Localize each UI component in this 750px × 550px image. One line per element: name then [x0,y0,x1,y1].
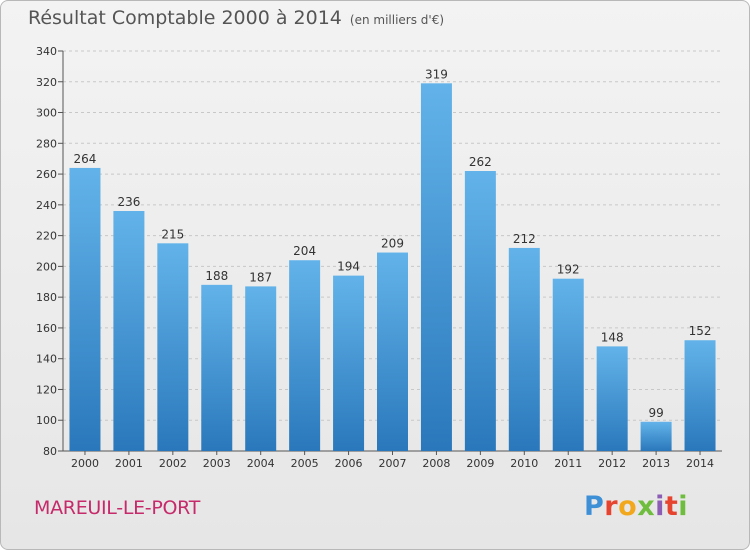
x-tick-label-2009: 2009 [466,457,494,470]
chart-unit: (en milliers d'€) [349,13,445,27]
data-label-2007: 209 [381,237,404,251]
x-tick-label-2010: 2010 [510,457,538,470]
chart-title: Résultat Comptable 2000 à 2014 (en millie… [28,7,444,29]
bar-2007 [377,252,408,451]
x-tick-label-2005: 2005 [291,457,319,470]
y-tick-label: 200 [36,260,57,273]
data-label-2010: 212 [513,232,536,246]
y-tick-label: 80 [43,445,57,458]
y-tick-label: 280 [36,137,57,150]
data-label-2011: 192 [557,263,580,277]
y-tick-label: 160 [36,322,57,335]
data-label-2003: 188 [205,269,228,283]
bar-2006 [333,275,365,451]
data-label-2002: 215 [161,227,184,241]
y-tick-label: 260 [36,168,57,181]
x-tick-label-2014: 2014 [686,457,714,470]
bar-2010 [508,247,540,451]
data-label-2004: 187 [249,270,272,284]
data-label-2000: 264 [74,152,97,166]
bar-2000 [69,167,101,451]
x-tick-label-2011: 2011 [554,457,582,470]
bar-2013 [640,421,672,451]
x-tick-label-2003: 2003 [203,457,231,470]
data-label-2014: 152 [689,324,712,338]
bar-2008 [420,83,452,452]
data-label-2005: 204 [293,244,316,258]
bar-2004 [245,286,277,451]
x-tick-label-2001: 2001 [115,457,143,470]
y-tick-label: 120 [36,383,57,396]
x-tick-label-2000: 2000 [71,457,99,470]
bar-2002 [157,243,189,451]
bar-2005 [289,260,321,451]
data-label-2012: 148 [601,330,624,344]
bar-2003 [201,284,233,451]
x-tick-label-2012: 2012 [598,457,626,470]
x-axis-ticks: 2000 2001 2002 2003 2004 2005 2006 2007 2008 2009… [71,451,714,470]
data-labels: 264 236 215 188 187 204 194 209 319 262 212 192 148 9… [74,67,712,419]
x-tick-label-2006: 2006 [335,457,363,470]
data-label-2006: 194 [337,260,360,274]
bar-2009 [464,171,496,451]
y-tick-label: 180 [36,291,57,304]
data-label-2001: 236 [117,195,140,209]
town-name: MAREUIL-LE-PORT [34,497,200,519]
data-label-2009: 262 [469,155,492,169]
bar-2014 [684,340,716,451]
y-tick-label: 300 [36,107,57,120]
bars [69,83,716,452]
x-tick-label-2007: 2007 [379,457,407,470]
y-tick-label: 320 [36,76,57,89]
bar-2011 [552,278,584,451]
x-tick-label-2013: 2013 [642,457,670,470]
x-tick-label-2008: 2008 [422,457,450,470]
y-tick-label: 100 [36,414,57,427]
y-tick-label: 240 [36,199,57,212]
data-label-2013: 99 [648,406,663,420]
bar-2001 [113,211,145,451]
y-tick-label: 340 [36,45,57,58]
x-tick-label-2002: 2002 [159,457,187,470]
chart-title-text: Résultat Comptable 2000 à 2014 [28,7,342,29]
proxiti-logo[interactable]: Proxiti [584,491,689,522]
data-label-2008: 319 [425,67,448,81]
bar-2012 [596,346,628,451]
y-tick-label: 140 [36,353,57,366]
y-tick-label: 220 [36,230,57,243]
x-tick-label-2004: 2004 [247,457,275,470]
